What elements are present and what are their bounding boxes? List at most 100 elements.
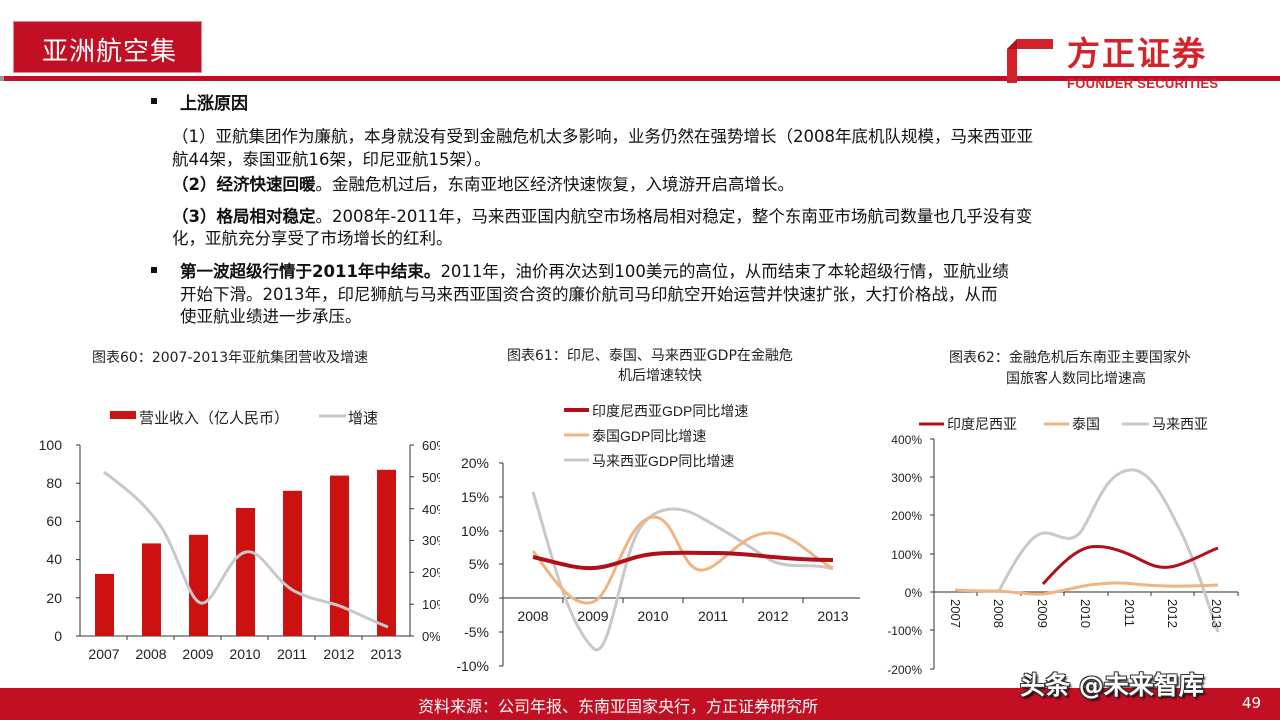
paragraph-3-line-1: （3）格局相对稳定。2008年-2011年，马来西亚国内航空市场格局相对稳定，整… bbox=[172, 203, 1032, 227]
legend-revenue: 营业收入（亿人民币） bbox=[139, 410, 289, 427]
paragraph-1-text-1: （1）亚航集团作为廉航，本身就没有受到金融危机太多影响，业务仍然在强势增长（20… bbox=[172, 127, 1033, 146]
svg-text:0%: 0% bbox=[422, 629, 440, 644]
founder-securities-logo: 方正证券 FOUNDER SECURITIES bbox=[1005, 34, 1220, 91]
svg-text:2011: 2011 bbox=[277, 646, 307, 662]
section-2-line-2: 开始下滑。2013年，印尼狮航与马来西亚国资合资的廉价航司马印航空开始运营并快速… bbox=[180, 285, 998, 304]
legend-growth: 增速 bbox=[348, 410, 378, 427]
malaysia-line bbox=[997, 468, 1220, 633]
svg-text:2013: 2013 bbox=[370, 646, 401, 662]
chart-62-title-line-2: 国旅客人数同比增速高 bbox=[1006, 371, 1146, 387]
paragraph-2-text: 。金融危机过后，东南亚地区经济快速恢复，入境游开启高增长。 bbox=[315, 175, 794, 194]
svg-text:-5%: -5% bbox=[464, 624, 489, 640]
slide-title: 亚洲航空集团 bbox=[42, 37, 178, 104]
legend-indonesia-gdp: 印度尼西亚GDP同比增速 bbox=[592, 403, 748, 419]
indonesia-line bbox=[1041, 545, 1219, 586]
bullet-icon bbox=[151, 98, 157, 104]
svg-text:20%: 20% bbox=[461, 455, 489, 471]
logo-mark-icon bbox=[1007, 39, 1053, 83]
svg-text:2013: 2013 bbox=[1209, 599, 1224, 628]
svg-text:30%: 30% bbox=[422, 533, 440, 548]
paragraph-2-bold: （2）经济快速回暖 bbox=[172, 175, 316, 194]
legend-malaysia-gdp: 马来西亚GDP同比增速 bbox=[592, 453, 734, 469]
svg-text:2008: 2008 bbox=[991, 599, 1006, 628]
chart-60-title: 图表60：2007-2013年亚航集团营收及增速 bbox=[92, 350, 369, 366]
svg-text:2008: 2008 bbox=[135, 646, 166, 662]
svg-text:400%: 400% bbox=[891, 433, 922, 447]
svg-text:2010: 2010 bbox=[1078, 599, 1093, 628]
slide-title-box: 亚洲航空集团 bbox=[13, 21, 202, 104]
footer-bar: 资料来源：公司年报、东南亚国家央行，方正证券研究所 49 bbox=[0, 688, 1280, 720]
svg-text:2009: 2009 bbox=[182, 646, 213, 662]
svg-text:60%: 60% bbox=[422, 438, 440, 453]
legend-bar-swatch bbox=[110, 411, 136, 419]
svg-text:10%: 10% bbox=[422, 597, 440, 612]
section-2-line-3: 使亚航业绩进一步承压。 bbox=[180, 307, 362, 326]
indonesia-gdp-line bbox=[532, 550, 834, 571]
svg-text:100%: 100% bbox=[891, 548, 922, 562]
paragraph-3-line-2: 化，亚航充分享受了市场增长的红利。 bbox=[172, 229, 453, 248]
chart-60: 营业收入（亿人民币） 增速 100 80 60 40 20 0 60% 50% … bbox=[39, 410, 440, 662]
svg-text:2008: 2008 bbox=[517, 608, 548, 624]
section-2-line-1: 第一波超级行情于2011年中结束。2011年，油价再次达到100美元的高位，从而… bbox=[180, 258, 1009, 282]
svg-text:20: 20 bbox=[46, 590, 62, 606]
svg-text:2013: 2013 bbox=[817, 608, 848, 624]
header-rule bbox=[4, 76, 1280, 81]
svg-text:10%: 10% bbox=[461, 523, 489, 539]
bullet-icon bbox=[151, 267, 157, 273]
logo-text-cn: 方正证券 bbox=[1067, 34, 1207, 73]
thailand-gdp-line bbox=[531, 515, 834, 605]
svg-text:5%: 5% bbox=[469, 556, 489, 572]
chart-62-title-line-1: 图表62：金融危机后东南亚主要国家外 bbox=[949, 350, 1191, 366]
paragraph-1-line-1: （1）亚航集团作为廉航，本身就没有受到金融危机太多影响，业务仍然在强势增长（20… bbox=[172, 123, 1033, 147]
revenue-bars bbox=[95, 469, 396, 636]
svg-text:50%: 50% bbox=[422, 470, 440, 485]
header-rule-stub bbox=[0, 76, 4, 81]
paragraph-1-line-2: 航44架，泰国亚航16架，印尼亚航15架）。 bbox=[172, 150, 491, 169]
chart-61-title-line-2: 机后增速较快 bbox=[618, 368, 702, 384]
svg-text:2010: 2010 bbox=[229, 646, 260, 662]
svg-text:-200%: -200% bbox=[887, 663, 922, 677]
svg-text:-10%: -10% bbox=[456, 658, 489, 674]
svg-text:100: 100 bbox=[39, 437, 63, 453]
chart-61: 印度尼西亚GDP同比增速 泰国GDP同比增速 马来西亚GDP同比增速 20% 1… bbox=[456, 403, 860, 674]
svg-text:0: 0 bbox=[54, 628, 62, 644]
chart-62: 印度尼西亚 泰国 马来西亚 400% 300% 200% 100% 0% -10… bbox=[887, 416, 1239, 677]
source-note: 资料来源：公司年报、东南亚国家央行，方正证券研究所 bbox=[418, 697, 819, 716]
svg-text:40: 40 bbox=[46, 551, 62, 567]
svg-text:40%: 40% bbox=[422, 502, 440, 517]
svg-text:-100%: -100% bbox=[887, 624, 922, 638]
section-2-bold: 第一波超级行情于2011年中结束。 bbox=[180, 262, 441, 281]
malaysia-gdp-line bbox=[531, 491, 834, 652]
svg-text:2011: 2011 bbox=[1122, 599, 1137, 627]
svg-text:2007: 2007 bbox=[948, 599, 963, 628]
svg-text:0%: 0% bbox=[469, 590, 489, 606]
legend-thailand: 泰国 bbox=[1072, 416, 1100, 432]
watermark: 头条 @未来智库 bbox=[1020, 671, 1204, 700]
svg-text:2010: 2010 bbox=[637, 608, 668, 624]
svg-text:300%: 300% bbox=[891, 471, 922, 485]
svg-text:2009: 2009 bbox=[1035, 599, 1050, 628]
chart-61-title-line-1: 图表61：印尼、泰国、马来西亚GDP在金融危 bbox=[507, 348, 793, 364]
svg-text:200%: 200% bbox=[891, 509, 922, 523]
growth-line bbox=[103, 470, 389, 629]
logo-text-en: FOUNDER SECURITIES bbox=[1067, 76, 1219, 91]
paragraph-3-bold: （3）格局相对稳定 bbox=[172, 207, 316, 226]
svg-text:20%: 20% bbox=[422, 565, 440, 580]
svg-text:0%: 0% bbox=[905, 586, 923, 600]
legend-malaysia: 马来西亚 bbox=[1152, 416, 1208, 432]
svg-text:60: 60 bbox=[46, 513, 62, 529]
legend-indonesia: 印度尼西亚 bbox=[947, 416, 1017, 432]
svg-text:2009: 2009 bbox=[577, 608, 608, 624]
paragraph-2: （2）经济快速回暖。金融危机过后，东南亚地区经济快速恢复，入境游开启高增长。 bbox=[172, 171, 794, 195]
paragraph-3-text: 。2008年-2011年，马来西亚国内航空市场格局相对稳定，整个东南亚市场航司数… bbox=[315, 207, 1033, 226]
legend-thailand-gdp: 泰国GDP同比增速 bbox=[592, 428, 706, 444]
svg-text:2012: 2012 bbox=[1165, 599, 1180, 628]
svg-text:80: 80 bbox=[46, 475, 62, 491]
svg-text:2007: 2007 bbox=[88, 646, 119, 662]
page-number: 49 bbox=[1242, 694, 1262, 712]
section-2-text: 2011年，油价再次达到100美元的高位，从而结束了本轮超级行情，亚航业绩 bbox=[440, 262, 1009, 281]
svg-text:15%: 15% bbox=[461, 489, 489, 505]
section-heading-reasons: 上涨原因 bbox=[180, 94, 248, 114]
thailand-line bbox=[954, 581, 1219, 596]
svg-text:2011: 2011 bbox=[698, 608, 728, 624]
